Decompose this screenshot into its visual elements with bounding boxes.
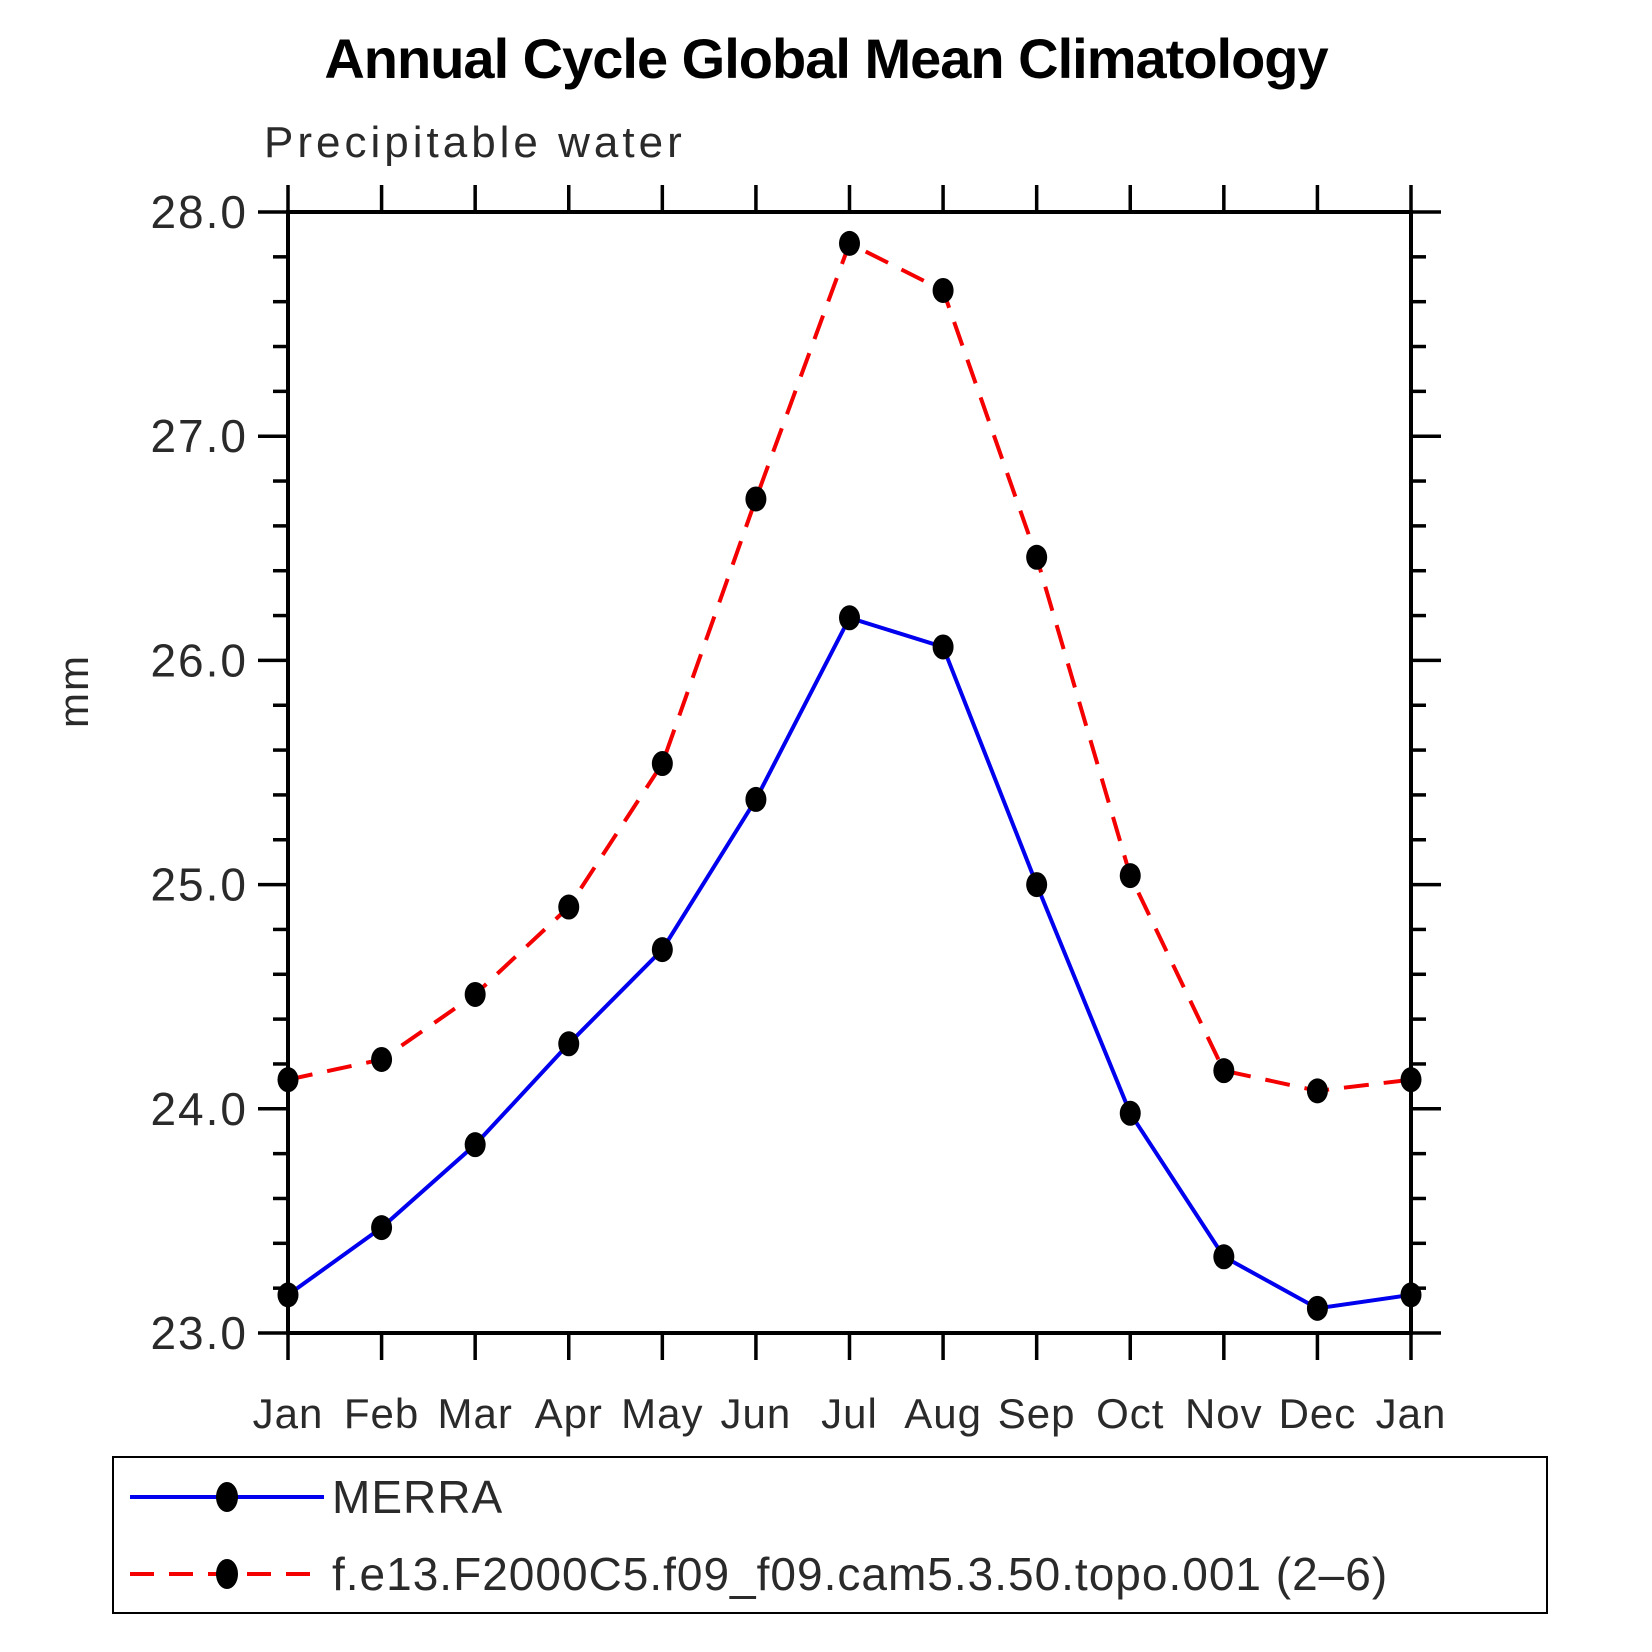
x-tick-label: Mar [437,1390,512,1437]
model-data-point-marker [1119,863,1141,889]
y-tick-label: 27.0 [150,410,248,462]
merra-data-point-marker [371,1215,393,1241]
x-tick-label: Jun [721,1390,792,1437]
model-marker-sample [216,1558,238,1589]
model-data-point-marker [932,277,954,303]
x-tick-label: Jan [1376,1390,1447,1437]
x-tick-label: Dec [1279,1390,1357,1437]
x-tick-label: Jan [253,1390,324,1437]
x-tick-label: Aug [904,1390,982,1437]
model-data-point-marker [464,981,486,1007]
y-tick-label: 28.0 [150,186,248,238]
legend-line-sample-merra [130,1481,324,1512]
merra-data-point-marker [932,634,954,660]
legend: MERRA f.e13.F2000C5.f09_f09.cam5.3.50.to… [112,1456,1548,1614]
y-tick-label: 23.0 [150,1307,248,1359]
model-data-point-marker [1026,544,1048,570]
merra-data-point-marker [277,1282,299,1308]
merra-data-point-marker [1119,1100,1141,1126]
legend-line-sample-model [130,1558,324,1589]
model-data-point-marker [745,486,767,512]
x-tick-label: Oct [1096,1390,1164,1437]
chart-title: Annual Cycle Global Mean Climatology [324,27,1328,90]
x-tick-label: Sep [998,1390,1076,1437]
merra-data-point-marker [745,786,767,812]
merra-line [286,615,1412,1311]
legend-label-model: f.e13.F2000C5.f09_f09.cam5.3.50.topo.001… [332,1547,1389,1600]
x-tick-label: Nov [1185,1390,1263,1437]
merra-data-point-marker [1026,872,1048,898]
model-data-point-marker [1213,1058,1235,1084]
y-tick-label: 25.0 [150,859,248,911]
model-data-point-marker [1306,1078,1328,1104]
merra-marker-sample [216,1481,238,1512]
legend-label-merra: MERRA [332,1470,504,1523]
x-tick-label: May [621,1390,703,1437]
model-data-point-marker [1400,1067,1422,1093]
merra-data-point-marker [1400,1282,1422,1308]
model-line [287,240,1412,1093]
chart-subtitle: Precipitable water [264,118,686,167]
merra-data-point-marker [1306,1295,1328,1321]
merra-data-point-marker [558,1031,580,1057]
merra-data-point-marker [651,937,673,963]
x-tick-label: Apr [535,1390,603,1437]
model-data-point-marker [558,894,580,920]
x-tick-label: Feb [344,1390,419,1437]
x-tick-label: Jul [821,1390,878,1437]
legend-item-model: f.e13.F2000C5.f09_f09.cam5.3.50.topo.001… [114,1537,1546,1611]
merra-data-point-marker [464,1132,486,1158]
model-data-point-marker [371,1046,393,1072]
y-tick-label: 24.0 [150,1083,248,1135]
model-data-point-marker [277,1067,299,1093]
merra-data-point-marker [839,605,860,631]
legend-item-merra: MERRA [114,1460,1546,1534]
model-data-point-marker [839,230,860,256]
merra-data-point-marker [1213,1244,1235,1270]
plot-box [286,210,1413,1335]
model-data-point-marker [651,751,673,777]
y-tick-label: 26.0 [150,634,248,686]
